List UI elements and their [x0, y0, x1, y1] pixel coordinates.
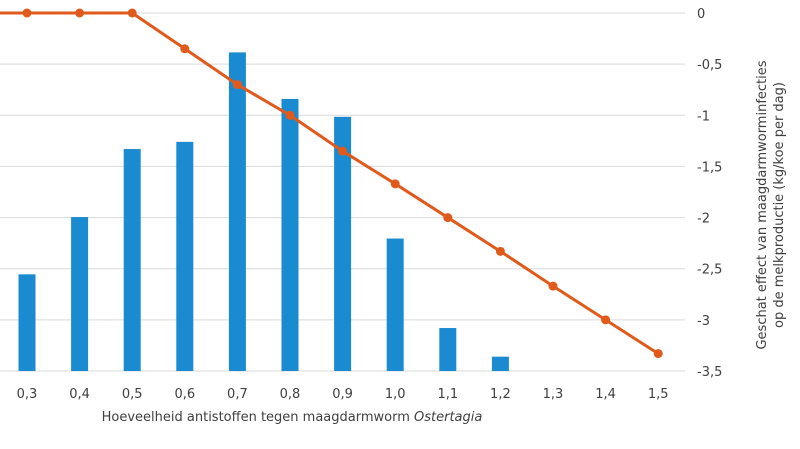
- x-tick-label: 1,3: [543, 387, 564, 402]
- x-tick-label: 1,1: [437, 387, 458, 402]
- x-tick-label: 0,6: [174, 387, 195, 402]
- bar: [123, 149, 141, 371]
- x-axis-title: Hoeveelheid antistoffen tegen maagdarmwo…: [102, 410, 483, 425]
- line-point: [22, 8, 32, 18]
- x-tick-label: 1,0: [385, 387, 406, 402]
- x-tick-label: 0,4: [69, 387, 90, 402]
- x-tick-label: 1,4: [595, 387, 616, 402]
- right-tick-label: -1: [697, 109, 710, 124]
- x-tick-label: 0,7: [227, 387, 248, 402]
- line-point: [180, 44, 190, 54]
- right-axis-title-line1: Geschat effect van maagdarmworminfecties: [755, 60, 770, 349]
- right-tick-label: -3: [697, 314, 710, 329]
- line-point: [653, 349, 663, 359]
- line-point: [285, 110, 295, 120]
- line-point: [390, 179, 400, 189]
- line-point: [75, 8, 85, 18]
- x-tick-label: 0,9: [332, 387, 353, 402]
- line-point: [443, 213, 453, 223]
- bar: [18, 274, 36, 371]
- x-tick-label: 1,5: [648, 387, 669, 402]
- x-tick-label: 0,3: [17, 387, 38, 402]
- bar: [491, 356, 509, 371]
- bar: [71, 217, 89, 371]
- x-tick-label: 1,2: [490, 387, 511, 402]
- right-tick-label: -3,5: [697, 365, 722, 380]
- line-point: [232, 80, 242, 90]
- bar: [439, 328, 457, 371]
- x-axis-title-main: Hoeveelheid antistoffen tegen maagdarmwo…: [102, 410, 414, 425]
- x-axis-title-italic: Ostertagia: [414, 410, 482, 425]
- right-tick-label: -1,5: [697, 160, 722, 175]
- line-point: [127, 8, 137, 18]
- bar-series: [18, 52, 509, 372]
- line-point: [338, 146, 348, 156]
- right-tick-label: 0: [697, 7, 705, 22]
- x-axis-tick-labels: 0,3 0,4 0,5 0,6 0,7 0,8 0,9 1,0 1,1 1,2 1,3 1,4 1,5: [17, 387, 669, 402]
- line-point: [495, 246, 505, 256]
- line-point: [601, 315, 611, 325]
- bar: [228, 52, 246, 371]
- bar: [281, 98, 299, 372]
- bar: [176, 141, 194, 371]
- right-tick-label: -0,5: [697, 58, 722, 73]
- line-point: [548, 281, 558, 291]
- line-series: [0, 8, 663, 359]
- x-tick-label: 0,5: [122, 387, 143, 402]
- right-tick-label: -2,5: [697, 263, 722, 278]
- bar: [386, 238, 404, 371]
- bar: [334, 116, 352, 371]
- x-tick-label: 0,8: [280, 387, 301, 402]
- right-axis-tick-labels: 0 -0,5 -1 -1,5 -2 -2,5 -3 -3,5: [697, 7, 722, 380]
- right-tick-label: -2: [697, 212, 710, 227]
- right-axis-title: Geschat effect van maagdarmworminfecties…: [755, 60, 787, 349]
- right-axis-title-line2: op de melkproductie (kg/koe per dag): [772, 82, 787, 328]
